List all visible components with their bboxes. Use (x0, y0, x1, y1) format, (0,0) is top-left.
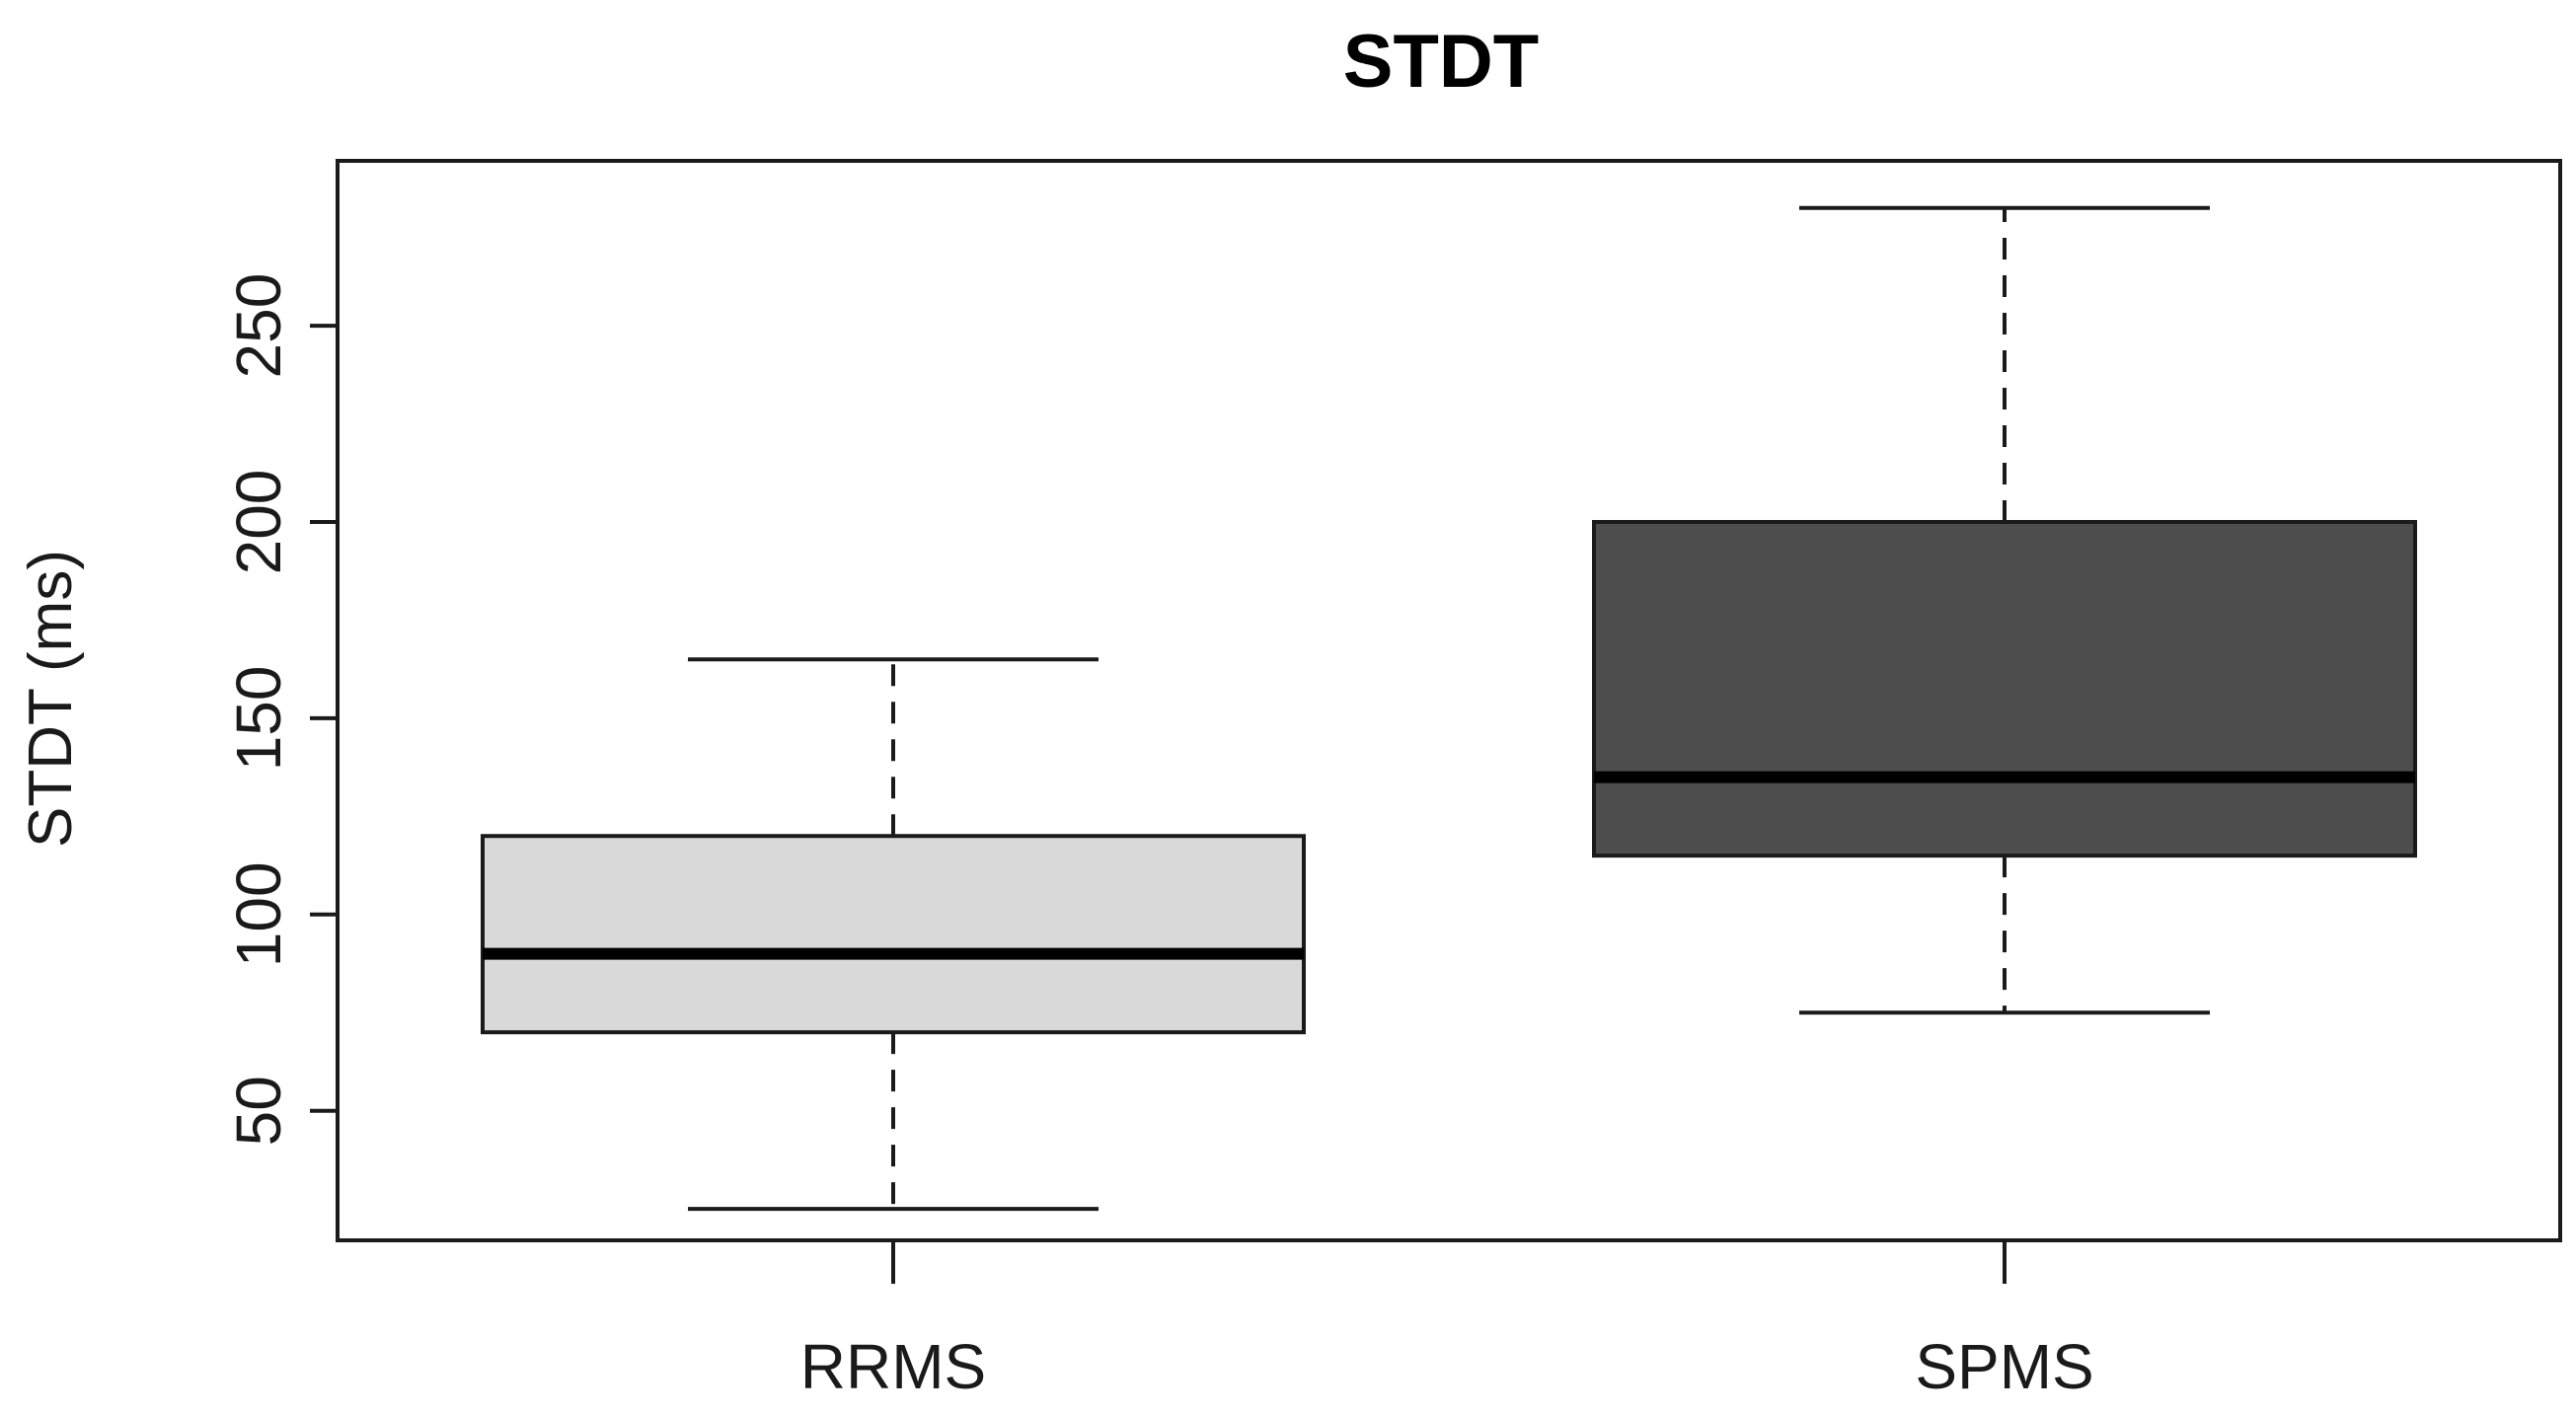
box-spms (1592, 205, 2417, 1015)
box-rrms (481, 657, 1306, 1212)
iqr-box (481, 834, 1306, 1035)
y-axis-label: STDT (ms) (17, 550, 85, 848)
x-tick-label: SPMS (1915, 1331, 2093, 1402)
x-tick-label: RRMS (800, 1331, 986, 1402)
chart-title: STDT (1343, 20, 1539, 104)
y-tick-label: 100 (223, 861, 294, 967)
iqr-box (1592, 519, 2417, 858)
x-axis: RRMS SPMS (800, 1240, 2094, 1402)
y-tick-label: 50 (223, 1076, 294, 1146)
box-series (481, 205, 2417, 1212)
plot-frame (336, 159, 2562, 1242)
y-axis: 50 100 150 200 250 (223, 273, 338, 1146)
y-tick-label: 150 (223, 666, 294, 772)
y-tick-label: 250 (223, 273, 294, 379)
y-tick-label: 200 (223, 470, 294, 575)
